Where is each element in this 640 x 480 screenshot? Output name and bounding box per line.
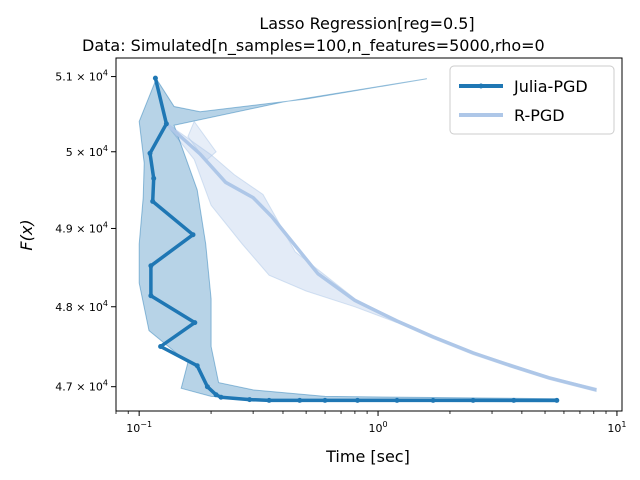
data-point-julia-pgd (213, 392, 219, 398)
data-point-julia-pgd (554, 397, 560, 403)
data-point-julia-pgd (297, 397, 303, 403)
y-tick-label: 5 × 104 (66, 144, 108, 159)
data-point-julia-pgd (148, 263, 154, 269)
y-axis-label: F(x) (17, 219, 36, 250)
data-point-julia-pgd (151, 175, 157, 181)
x-tick-label: 100 (368, 420, 387, 435)
data-point-julia-pgd (470, 397, 476, 403)
data-point-julia-pgd (147, 150, 153, 156)
data-point-julia-pgd (150, 198, 156, 204)
legend-marker-julia-pgd (478, 83, 484, 89)
data-point-julia-pgd (190, 232, 196, 238)
data-point-julia-pgd (192, 320, 198, 326)
y-tick-label: 5.1 × 104 (55, 69, 108, 84)
data-point-julia-pgd (394, 397, 400, 403)
axis-ticks: 10−1 100 101 4.7 × 104 4.8 × 104 4.9 × 104 5 ×… (55, 69, 626, 435)
data-point-julia-pgd (194, 363, 200, 369)
band-julia-pgd (138, 77, 558, 403)
legend-label-julia-pgd: Julia-PGD (513, 77, 588, 96)
x-tick-label: 10−1 (126, 420, 152, 435)
y-tick-label: 4.8 × 104 (55, 299, 108, 314)
data-point-julia-pgd (148, 293, 154, 299)
data-point-julia-pgd (158, 344, 164, 349)
series-line-r-pgd (165, 122, 597, 392)
axes-frame (115, 57, 623, 412)
series-line-julia-pgd (148, 77, 557, 403)
chart-title: Lasso Regression[reg=0.5] (259, 14, 474, 33)
data-point-julia-pgd (322, 397, 328, 403)
data-point-julia-pgd (163, 121, 169, 127)
y-tick-label: 4.9 × 104 (55, 220, 108, 235)
data-point-julia-pgd (266, 397, 272, 403)
x-tick-label: 101 (607, 420, 626, 435)
data-point-julia-pgd (152, 75, 158, 81)
data-point-julia-pgd (218, 394, 224, 400)
data-point-julia-pgd (204, 384, 210, 390)
legend: Julia-PGD R-PGD (449, 65, 615, 135)
chart-subtitle: Data: Simulated[n_samples=100,n_features… (82, 36, 545, 56)
y-tick-label: 4.7 × 104 (55, 379, 108, 394)
data-point-julia-pgd (430, 397, 436, 403)
x-axis-label: Time [sec] (325, 447, 410, 466)
plot-content (138, 75, 597, 403)
data-point-julia-pgd (247, 397, 253, 403)
data-point-julia-pgd (511, 397, 517, 403)
legend-label-r-pgd: R-PGD (514, 106, 565, 125)
data-point-julia-pgd (355, 397, 360, 403)
